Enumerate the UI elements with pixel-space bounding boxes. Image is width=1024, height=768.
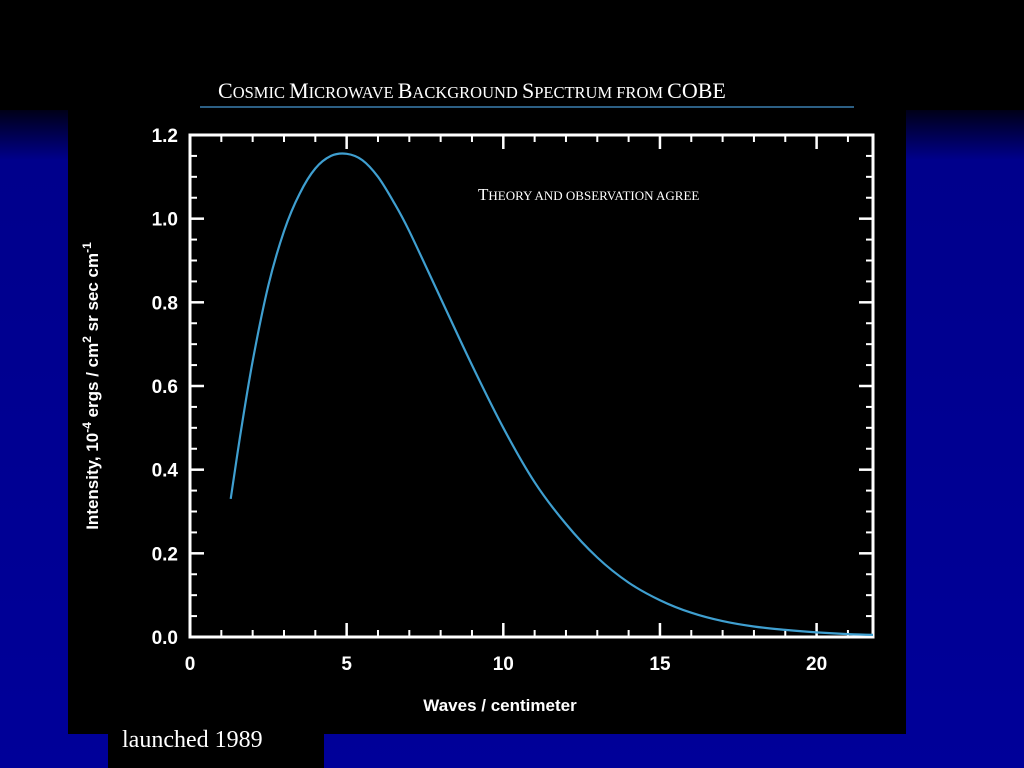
ylabel-part-a: Intensity, 10 <box>83 433 102 530</box>
x-tick-label: 5 <box>341 654 352 675</box>
ylabel-exp1: -4 <box>80 422 94 433</box>
caption-text: launched 1989 <box>122 727 263 753</box>
annotation-word-2: OBSERVATION <box>566 188 656 203</box>
ticks-group <box>188 133 873 639</box>
annotation-word-1: AND <box>535 188 566 203</box>
annotation-word-0-rest: HEORY <box>488 188 534 203</box>
title-rest-3: PECTRUM FROM <box>534 83 667 102</box>
x-tick-label: 20 <box>806 654 827 675</box>
x-tick-label: 10 <box>493 654 514 675</box>
title-cap-1: M <box>289 78 309 103</box>
y-axis-label: Intensity, 10-4 ergs / cm2 sr sec cm-1 <box>80 242 102 530</box>
x-axis-label: Waves / centimeter <box>423 696 577 715</box>
y-tick-label: 1.0 <box>152 210 178 231</box>
ylabel-part-b: ergs / cm <box>83 343 102 422</box>
y-tick-labels: 0.0 0.2 0.4 0.6 0.8 1.0 1.2 <box>152 126 179 649</box>
y-tick-label: 0.8 <box>152 293 178 314</box>
ylabel-part-c: sr sec cm <box>83 253 102 336</box>
y-tick-label: 0.6 <box>152 377 178 398</box>
title-rest-1: ICROWAVE <box>309 83 398 102</box>
ylabel-exp2: 2 <box>80 336 94 343</box>
title-cap-0: C <box>218 78 233 103</box>
annotation-word-0: T <box>478 185 489 204</box>
annotation-word-3: AGREE <box>656 188 699 203</box>
spectrum-curve <box>229 152 874 636</box>
chart-title: COSMIC MICROWAVE BACKGROUND SPECTRUM FRO… <box>218 78 726 103</box>
ylabel-exp3: -1 <box>80 242 94 253</box>
chart-annotation: THEORY AND OBSERVATION AGREE <box>478 185 699 204</box>
caption-box <box>108 720 324 768</box>
chart-svg: COSMIC MICROWAVE BACKGROUND SPECTRUM FRO… <box>80 78 875 715</box>
x-tick-label: 15 <box>649 654 671 675</box>
title-cap-4: COBE <box>667 78 726 103</box>
y-tick-label: 0.2 <box>152 544 178 565</box>
x-tick-labels: 0 5 10 15 20 <box>185 654 827 675</box>
title-rest-0: OSMIC <box>233 83 289 102</box>
title-rest-2: ACKGROUND <box>412 83 522 102</box>
x-tick-label: 0 <box>185 654 196 675</box>
y-tick-label: 1.2 <box>152 126 178 147</box>
y-tick-label: 0.4 <box>152 461 179 482</box>
title-cap-3: S <box>522 78 534 103</box>
title-cap-2: B <box>398 78 413 103</box>
y-tick-label: 0.0 <box>152 628 178 649</box>
chart-figure: COSMIC MICROWAVE BACKGROUND SPECTRUM FRO… <box>68 50 906 734</box>
